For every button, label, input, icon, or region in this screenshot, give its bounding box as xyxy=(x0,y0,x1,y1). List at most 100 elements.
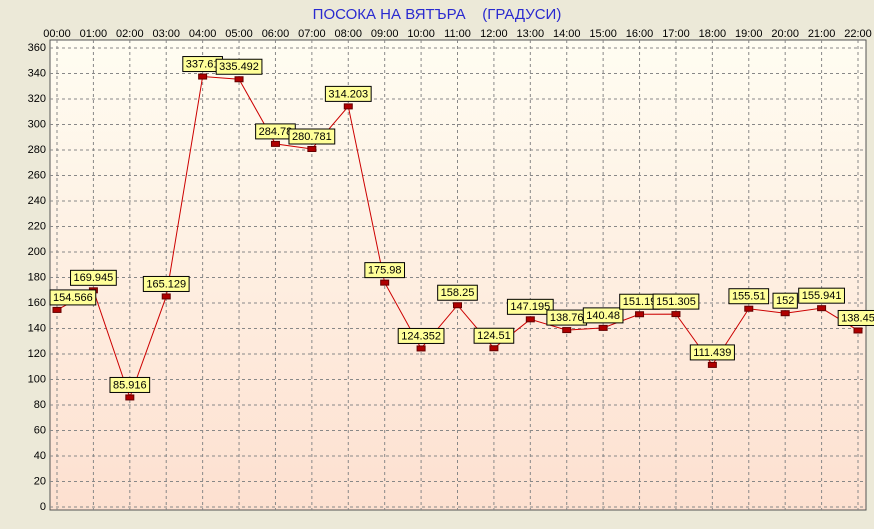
x-tick-label: 09:00 xyxy=(371,28,399,40)
marks: 154.566 169.945 85.916 165.129 337.61 335.492… xyxy=(49,56,874,401)
point-marker xyxy=(780,310,790,317)
x-tick-label: 17:00 xyxy=(662,28,690,40)
point-marker xyxy=(198,73,208,80)
x-tick-label: 13:00 xyxy=(517,28,545,40)
data-label-text: 314.203 xyxy=(328,88,368,100)
point-marker xyxy=(489,345,499,352)
y-tick-label: 340 xyxy=(28,67,46,79)
x-tick-label: 04:00 xyxy=(189,28,217,40)
data-label: 147.195 xyxy=(506,298,554,315)
data-label: 85.916 xyxy=(109,376,151,393)
data-label-text: 124.51 xyxy=(477,330,511,342)
data-label: 124.51 xyxy=(473,327,515,344)
data-label-text: 111.439 xyxy=(693,347,731,359)
data-label-text: 284.78 xyxy=(259,126,293,138)
y-tick-label: 80 xyxy=(34,399,46,411)
data-label: 152 xyxy=(772,292,798,309)
data-label: 155.941 xyxy=(798,287,845,304)
point-marker xyxy=(853,327,863,334)
point-marker xyxy=(343,103,353,110)
x-tick-label: 01:00 xyxy=(80,28,108,40)
x-tick-label: 14:00 xyxy=(553,28,581,40)
x-tick-label: 22:00 xyxy=(844,28,872,40)
data-label-text: 337.61 xyxy=(186,58,220,70)
data-label-box xyxy=(772,292,798,309)
data-label: 124.352 xyxy=(397,327,445,344)
x-tick-label: 11:00 xyxy=(444,28,471,40)
data-label: 111.439 xyxy=(689,344,735,361)
point-marker xyxy=(52,306,62,313)
y-tick-label: 40 xyxy=(34,450,46,462)
y-tick-label: 320 xyxy=(28,93,46,105)
data-label: 154.566 xyxy=(49,289,97,306)
x-tick-label: 08:00 xyxy=(335,28,363,40)
data-label-text: 155.941 xyxy=(802,290,842,302)
data-label: 335.492 xyxy=(215,58,263,75)
point-marker xyxy=(270,140,280,147)
point-marker xyxy=(234,76,244,83)
data-label-text: 138.45 xyxy=(841,312,874,324)
data-label-box xyxy=(837,309,874,326)
data-label: 138.76 xyxy=(546,309,588,326)
point-marker xyxy=(671,311,681,318)
x-tick-label: 06:00 xyxy=(262,28,290,40)
data-label-text: 165.129 xyxy=(146,278,186,290)
point-marker xyxy=(598,324,608,331)
data-label-text: 152 xyxy=(776,295,794,307)
x-tick-label: 07:00 xyxy=(298,28,326,40)
data-label-box xyxy=(397,327,445,344)
data-label-box xyxy=(288,128,336,145)
data-label-box xyxy=(689,344,735,361)
y-tick-label: 160 xyxy=(28,297,46,309)
x-tick-label: 05:00 xyxy=(225,28,253,40)
point-marker xyxy=(416,345,426,352)
point-marker xyxy=(635,311,645,318)
data-label-text: 154.566 xyxy=(53,292,93,304)
data-label: 151.305 xyxy=(652,293,700,310)
data-label-box xyxy=(142,275,190,292)
data-label-box xyxy=(473,327,515,344)
x-tick-label: 03:00 xyxy=(152,28,180,40)
y-tick-label: 20 xyxy=(34,475,46,487)
y-tick-label: 220 xyxy=(28,220,46,232)
data-label-box xyxy=(652,293,700,310)
point-marker xyxy=(307,146,317,153)
data-label-text: 151.305 xyxy=(656,296,696,308)
point-marker xyxy=(744,305,754,312)
data-label: 314.203 xyxy=(324,85,372,102)
y-tick-label: 300 xyxy=(28,118,46,130)
data-label-text: 151.19 xyxy=(623,296,657,308)
x-tick-label: 16:00 xyxy=(626,28,654,40)
data-label-text: 158.25 xyxy=(441,287,475,299)
data-label: 165.129 xyxy=(142,275,190,292)
point-marker xyxy=(817,305,827,312)
y-tick-label: 200 xyxy=(28,246,46,258)
x-tick-label: 02:00 xyxy=(116,28,144,40)
point-marker xyxy=(380,279,390,286)
data-label-text: 138.76 xyxy=(550,312,584,324)
data-label: 140.48 xyxy=(582,307,624,324)
x-tick-label: 15:00 xyxy=(589,28,617,40)
y-tick-label: 240 xyxy=(28,195,46,207)
data-label-text: 124.352 xyxy=(401,330,441,342)
data-label-box xyxy=(437,284,478,301)
x-tick-label: 21:00 xyxy=(808,28,836,40)
data-label-text: 335.492 xyxy=(219,61,259,73)
data-label-text: 175.98 xyxy=(368,265,402,277)
data-label: 151.19 xyxy=(619,293,660,310)
x-tick-label: 12:00 xyxy=(480,28,508,40)
data-label-text: 85.916 xyxy=(113,379,147,391)
data-label-box xyxy=(798,287,845,304)
data-label-text: 280.781 xyxy=(292,131,332,143)
data-label-text: 155.51 xyxy=(732,291,766,303)
data-label: 175.98 xyxy=(364,262,406,279)
point-marker xyxy=(125,394,135,401)
data-label-text: 169.945 xyxy=(74,272,114,284)
point-marker xyxy=(525,316,535,323)
data-label-box xyxy=(49,289,97,306)
data-label: 169.945 xyxy=(70,269,117,286)
chart-title: ПОСОКА НА ВЯТЪРА (ГРАДУСИ) xyxy=(313,6,562,23)
point-marker xyxy=(562,327,572,334)
data-label: 155.51 xyxy=(728,288,770,305)
